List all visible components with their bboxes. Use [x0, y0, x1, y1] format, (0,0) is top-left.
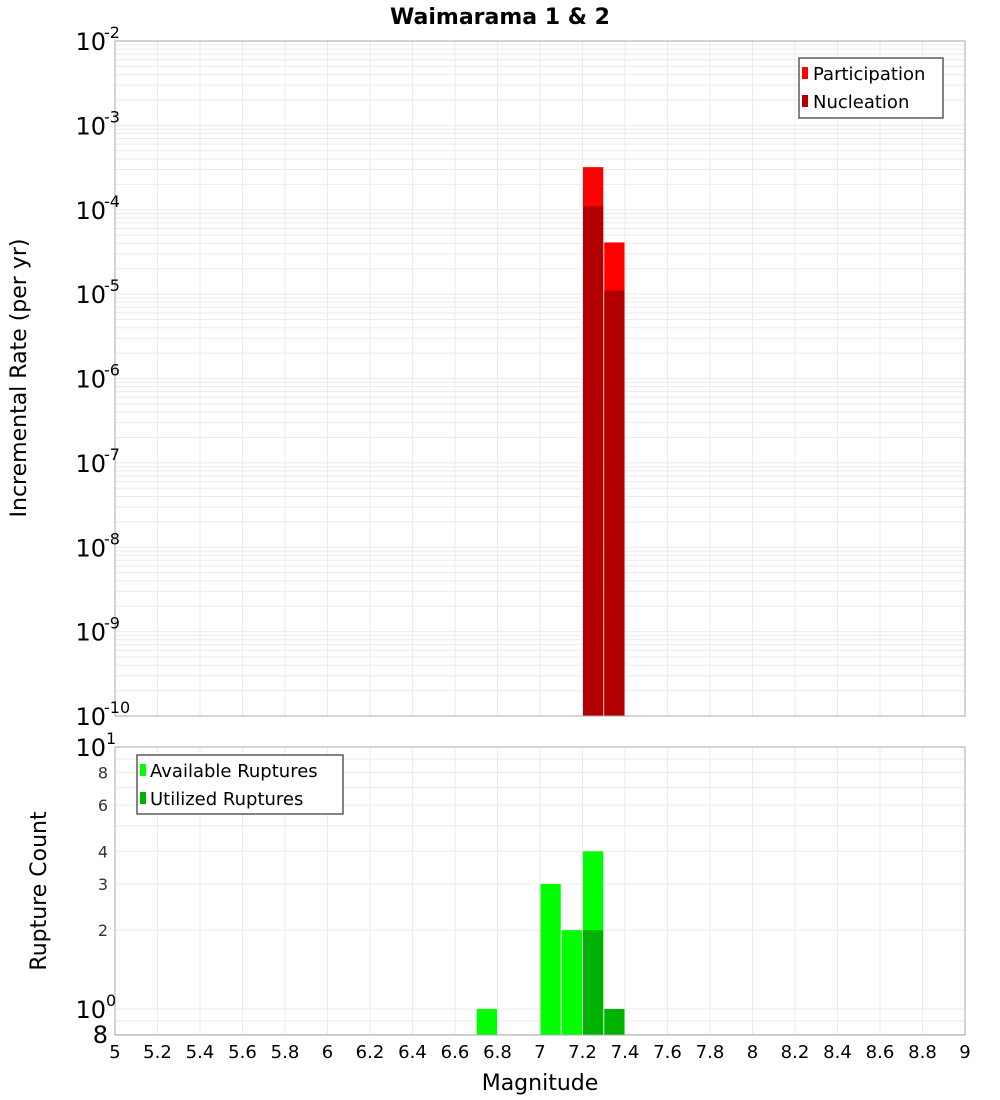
svg-text:-10: -10: [104, 698, 130, 717]
x-tick-label: 5: [109, 1042, 120, 1063]
svg-text:10: 10: [75, 450, 106, 478]
x-tick-label: 6: [322, 1042, 333, 1063]
x-tick-label: 5.2: [143, 1042, 172, 1063]
top-y-axis-label: Incremental Rate (per yr): [7, 239, 32, 518]
x-tick-label: 5.4: [186, 1042, 215, 1063]
svg-text:10: 10: [75, 534, 106, 562]
x-tick-label: 8.4: [823, 1042, 852, 1063]
svg-text:1: 1: [106, 729, 116, 748]
svg-text:8: 8: [93, 1021, 108, 1049]
legend-bottom: Available Ruptures Utilized Ruptures: [136, 754, 344, 815]
bar-available-ruptures: [540, 883, 561, 1035]
x-tick-label: 5.6: [228, 1042, 257, 1063]
bar-nucleation: [604, 290, 625, 716]
legend-box: [798, 57, 944, 119]
svg-text:6: 6: [98, 796, 108, 815]
x-axis-ticks: 5 5.2 5.4 5.6 5.8 6 6.2 6.4 6.6 6.8 7 7.2 7.4 7.6 7.8 8…: [109, 1042, 970, 1063]
x-tick-label: 7: [534, 1042, 545, 1063]
x-tick-label: 6.2: [356, 1042, 385, 1063]
svg-text:-6: -6: [104, 361, 120, 380]
svg-text:8: 8: [98, 763, 108, 782]
bar-utilized-ruptures: [583, 930, 604, 1035]
chart-title: Waimarama 1 & 2: [390, 5, 610, 30]
svg-text:10: 10: [75, 366, 106, 394]
legend-participation: Participation: [813, 64, 925, 85]
x-tick-label: 7.6: [653, 1042, 682, 1063]
svg-text:2: 2: [98, 921, 108, 940]
svg-text:0: 0: [106, 991, 116, 1010]
svg-text:4: 4: [98, 842, 108, 861]
legend-top: Participation Nucleation: [798, 57, 944, 119]
svg-text:-8: -8: [104, 529, 120, 548]
svg-text:-2: -2: [104, 23, 120, 42]
x-axis-label: Magnitude: [482, 1071, 599, 1096]
x-tick-label: 8.8: [908, 1042, 937, 1063]
bottom-y-axis-label: Rupture Count: [27, 811, 52, 971]
svg-text:10: 10: [75, 112, 106, 140]
bar-nucleation: [583, 206, 604, 716]
incremental-rate-plot: 10-210-310-410-510-610-710-810-910-10: [75, 23, 966, 731]
svg-text:-7: -7: [104, 445, 120, 464]
x-tick-label: 5.8: [271, 1042, 300, 1063]
legend-utilized: Utilized Ruptures: [150, 789, 303, 810]
svg-text:10: 10: [75, 197, 106, 225]
bar-utilized-ruptures: [604, 1009, 625, 1035]
svg-text:3: 3: [98, 875, 108, 894]
legend-box: [136, 754, 344, 815]
svg-text:-3: -3: [104, 107, 120, 126]
available-swatch-icon: [140, 764, 146, 776]
x-tick-label: 7.8: [696, 1042, 725, 1063]
svg-text:-4: -4: [104, 192, 120, 211]
nucleation-swatch-icon: [802, 95, 808, 107]
x-tick-label: 7.4: [611, 1042, 640, 1063]
x-tick-label: 6.6: [441, 1042, 470, 1063]
svg-text:10: 10: [75, 28, 106, 56]
svg-text:10: 10: [75, 734, 106, 762]
svg-text:-5: -5: [104, 276, 120, 295]
utilized-swatch-icon: [140, 792, 146, 804]
x-tick-label: 7.2: [568, 1042, 597, 1063]
bar-available-ruptures: [476, 1009, 497, 1035]
svg-text:-9: -9: [104, 614, 120, 633]
svg-text:10: 10: [75, 996, 106, 1024]
x-tick-label: 6.4: [398, 1042, 427, 1063]
legend-available: Available Ruptures: [150, 761, 318, 782]
svg-text:10: 10: [75, 281, 106, 309]
svg-text:10: 10: [75, 703, 106, 731]
bar-available-ruptures: [561, 930, 582, 1035]
x-tick-label: 8: [747, 1042, 758, 1063]
x-tick-label: 8.2: [781, 1042, 810, 1063]
participation-swatch-icon: [802, 67, 808, 79]
x-tick-label: 8.6: [866, 1042, 895, 1063]
legend-nucleation: Nucleation: [813, 92, 909, 113]
x-tick-label: 6.8: [483, 1042, 512, 1063]
x-tick-label: 9: [959, 1042, 970, 1063]
svg-text:10: 10: [75, 619, 106, 647]
